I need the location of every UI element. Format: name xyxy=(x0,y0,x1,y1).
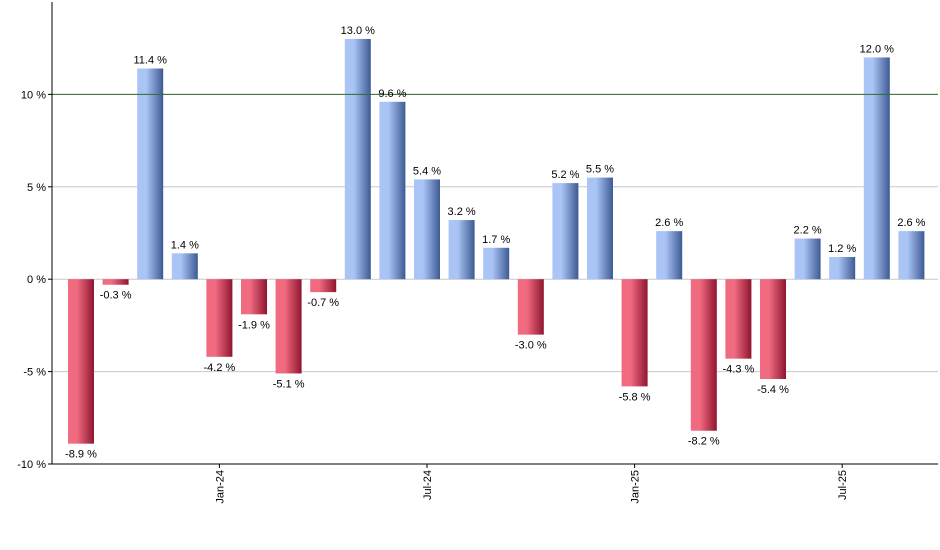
data-label: 2.6 % xyxy=(897,217,925,229)
bar xyxy=(483,247,510,280)
data-label: 11.4 % xyxy=(133,55,167,67)
data-label: -8.2 % xyxy=(688,436,720,448)
data-label: -4.2 % xyxy=(204,362,236,374)
bar xyxy=(898,231,925,280)
bar xyxy=(171,253,198,280)
y-tick-label: 0 % xyxy=(27,274,46,286)
bar xyxy=(137,68,164,280)
data-label: 9.6 % xyxy=(378,88,406,100)
data-label: 12.0 % xyxy=(860,43,894,55)
data-label: 1.2 % xyxy=(828,243,856,255)
bar xyxy=(690,279,717,431)
bar xyxy=(344,38,371,280)
x-tick-label: Jan-25 xyxy=(630,470,642,504)
bar xyxy=(552,183,579,280)
x-tick-label: Jan-24 xyxy=(214,470,226,504)
data-label: -0.7 % xyxy=(307,297,339,309)
data-label: 5.5 % xyxy=(586,164,614,176)
bar xyxy=(102,279,129,285)
data-label: -0.3 % xyxy=(100,290,132,302)
y-tick-label: -10 % xyxy=(17,459,46,471)
data-label: -1.9 % xyxy=(238,319,270,331)
bar xyxy=(829,257,856,280)
data-label: -5.8 % xyxy=(619,391,651,403)
x-tick-label: Jul-25 xyxy=(837,470,849,500)
data-label: -3.0 % xyxy=(515,340,547,352)
bars xyxy=(68,38,925,444)
data-label: 5.4 % xyxy=(413,165,441,177)
bar xyxy=(760,279,786,379)
y-tick-label: 10 % xyxy=(21,89,46,101)
bar xyxy=(725,279,752,359)
data-label: -5.1 % xyxy=(273,378,305,390)
y-tick-label: 5 % xyxy=(27,182,46,194)
data-label: 1.4 % xyxy=(171,239,199,251)
data-label: -8.9 % xyxy=(65,449,97,461)
bar xyxy=(241,279,267,315)
data-label: 3.2 % xyxy=(448,206,476,218)
data-label: 2.2 % xyxy=(794,225,822,237)
bar xyxy=(794,238,821,280)
bar xyxy=(656,231,683,280)
data-label: -5.4 % xyxy=(757,384,789,396)
data-label: 13.0 % xyxy=(341,25,375,37)
data-label: -4.3 % xyxy=(723,364,755,376)
data-label: 2.6 % xyxy=(655,217,683,229)
bar xyxy=(310,279,337,293)
data-label: 5.2 % xyxy=(551,169,579,181)
bar xyxy=(621,279,648,387)
bar xyxy=(379,101,406,280)
data-label: 1.7 % xyxy=(482,234,510,246)
bar xyxy=(68,279,94,444)
bar xyxy=(275,279,302,374)
y-tick-label: -5 % xyxy=(23,367,46,379)
bar xyxy=(206,279,233,357)
x-tick-label: Jul-24 xyxy=(422,470,434,500)
data-labels: -8.9 % -0.3 % 11.4 % 1.4 % -4.2 % -1.9 % -5.1 … xyxy=(65,25,926,461)
bar xyxy=(517,279,544,335)
bar xyxy=(414,179,440,280)
bar xyxy=(587,177,613,280)
bar xyxy=(863,57,890,280)
axes: 10 % 5 % 0 % -5 % -10 % Jan-24 Jul-24 Jan-25 Jul… xyxy=(17,2,938,504)
bar xyxy=(448,220,475,280)
